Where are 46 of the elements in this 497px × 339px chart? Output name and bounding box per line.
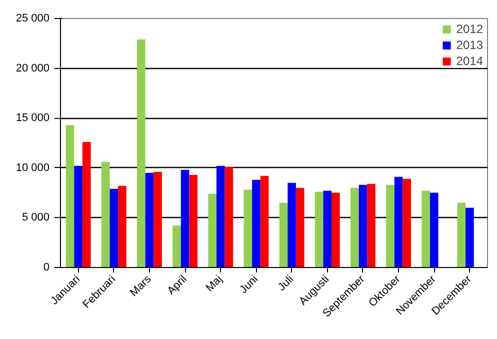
bar	[137, 39, 146, 268]
bar	[350, 188, 359, 268]
bar	[145, 172, 154, 268]
y-tick-label: 0	[43, 262, 50, 274]
bar	[74, 166, 82, 268]
bar	[260, 176, 269, 268]
legend-label: 2014	[456, 54, 483, 68]
bar	[394, 176, 403, 268]
bar	[386, 184, 394, 268]
bar	[110, 188, 118, 268]
bar	[402, 178, 411, 268]
bar	[244, 190, 252, 268]
legend-label: 2012	[456, 22, 483, 36]
bar	[101, 162, 110, 268]
bar	[154, 172, 162, 268]
bar	[279, 202, 288, 268]
bar	[172, 226, 181, 268]
bar	[358, 184, 368, 268]
bar	[288, 182, 296, 268]
bar	[296, 188, 304, 268]
y-tick-label: 20 000	[16, 62, 50, 74]
y-tick-label: 25 000	[16, 12, 50, 24]
bar	[367, 184, 376, 268]
bar	[118, 186, 126, 268]
y-tick-label: 10 000	[16, 162, 50, 174]
bar	[457, 202, 466, 268]
bar	[208, 194, 216, 268]
x-tick-label: Juli	[276, 273, 296, 294]
y-tick-label: 15 000	[16, 112, 50, 124]
x-tick-label: Juni	[238, 273, 260, 296]
bar	[189, 174, 198, 268]
bar	[430, 192, 438, 268]
legend-label: 2013	[456, 38, 483, 52]
bar	[314, 192, 324, 268]
bar	[422, 190, 430, 268]
bar	[66, 125, 74, 268]
bar	[180, 170, 190, 268]
y-tick-label: 5 000	[22, 212, 50, 224]
bar	[252, 180, 260, 268]
x-tick-label: Maj	[204, 273, 225, 294]
bar	[332, 192, 340, 268]
bar	[323, 190, 332, 268]
bar	[224, 166, 234, 268]
bar	[216, 166, 225, 268]
bar	[466, 208, 474, 268]
bar	[82, 142, 91, 268]
